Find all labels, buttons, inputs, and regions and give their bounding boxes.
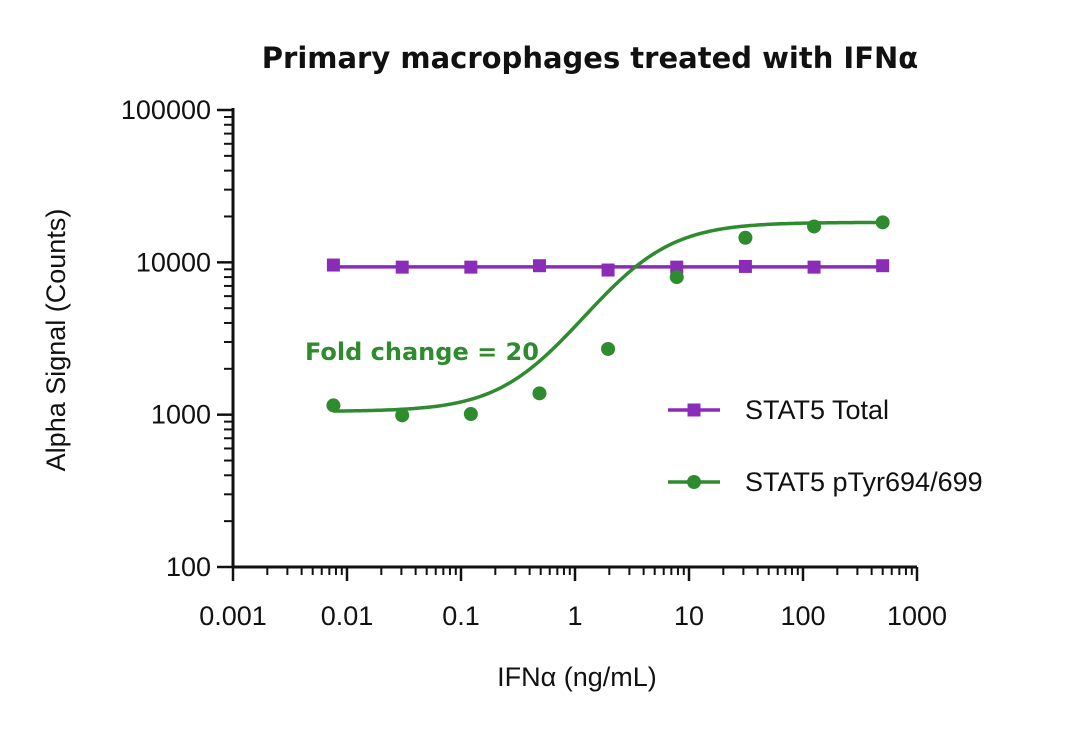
x-tick-label: 0.01 (321, 601, 374, 631)
x-axis-title: IFNα (ng/mL) (497, 662, 657, 692)
circle-marker (738, 230, 753, 245)
axes: 0.001 0.01 0.1 1 10 100 1000 100 1000 10000 100000 (121, 95, 947, 631)
legend-label: STAT5 Total (745, 395, 889, 425)
legend: STAT5 Total STAT5 pTyr694/699 (668, 395, 983, 497)
x-tick-label: 0.1 (442, 601, 480, 631)
x-tick-label: 10 (674, 601, 704, 631)
square-marker (876, 259, 890, 273)
x-tick-label: 1 (567, 601, 582, 631)
circle-marker (463, 407, 478, 422)
y-tick-label: 100000 (121, 95, 211, 125)
square-marker (464, 260, 478, 274)
circle-marker (395, 408, 410, 423)
square-marker (326, 258, 340, 272)
circle-marker (807, 219, 822, 234)
square-marker (807, 260, 821, 274)
square-marker (670, 260, 684, 274)
data-points (326, 215, 890, 423)
y-tick-label: 100 (166, 552, 211, 582)
fit-line-series-1 (333, 220, 883, 413)
circle-marker (669, 270, 684, 285)
square-marker (395, 260, 409, 274)
y-tick-label: 1000 (151, 400, 211, 430)
legend-square-marker (687, 403, 701, 417)
x-tick-label: 1000 (887, 601, 947, 631)
legend-label: STAT5 pTyr694/699 (745, 467, 983, 497)
x-tick-label: 100 (780, 601, 825, 631)
fold-change-annotation: Fold change = 20 (305, 338, 539, 366)
y-tick-label: 10000 (136, 247, 211, 277)
square-marker (601, 263, 615, 277)
y-axis-title: Alpha Signal (Counts) (41, 209, 71, 472)
circle-marker (326, 398, 341, 413)
chart-title: Primary macrophages treated with IFNα (262, 41, 918, 75)
legend-circle-marker (687, 475, 701, 489)
circle-marker (601, 341, 616, 356)
circle-marker (532, 386, 547, 401)
circle-marker (875, 215, 890, 230)
square-marker (738, 259, 752, 273)
fit-curves (333, 220, 883, 413)
square-marker (532, 259, 546, 273)
x-tick-label: 0.001 (199, 601, 267, 631)
